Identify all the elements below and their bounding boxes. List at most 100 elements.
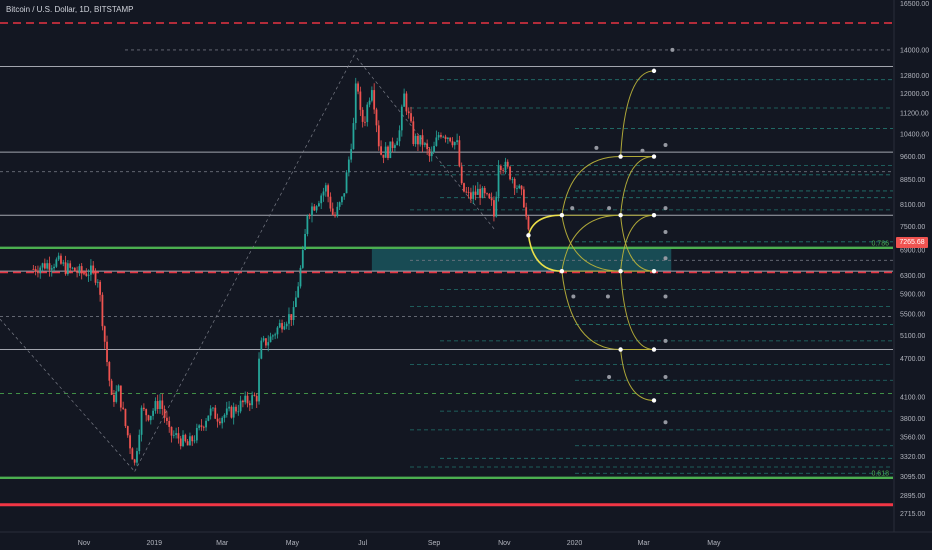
- candle-body-23: [85, 273, 88, 276]
- candle-body-127: [324, 185, 327, 192]
- candle-body-123: [315, 206, 318, 211]
- candle-body-213: [522, 189, 525, 208]
- candle-body-14: [64, 262, 67, 275]
- projection-arc-13: [620, 214, 654, 272]
- price-tick-8: 8100.00: [900, 202, 925, 209]
- candle-body-108: [281, 323, 283, 330]
- time-tick-4: Jul: [358, 540, 367, 547]
- candle-body-37: [117, 385, 120, 392]
- price-tick-6: 9600.00: [900, 154, 925, 161]
- candle-body-164: [410, 113, 412, 122]
- candle-body-128: [327, 185, 330, 197]
- candle-body-82: [221, 417, 224, 424]
- candle-body-198: [488, 193, 491, 199]
- time-marker-icon-3: [594, 145, 599, 150]
- candle-body-126: [322, 191, 325, 196]
- candle-body-33: [108, 362, 111, 381]
- candle-body-91: [242, 400, 244, 403]
- candle-body-178: [442, 136, 445, 138]
- candle-body-106: [276, 327, 279, 335]
- price-tick-3: 12000.00: [900, 91, 929, 98]
- candle-body-170: [423, 143, 426, 145]
- last-price-badge: 7265.68: [896, 237, 928, 248]
- candle-body-173: [430, 152, 433, 157]
- candle-body-117: [301, 250, 304, 268]
- target-zone-box: [371, 247, 672, 272]
- candle-body-157: [394, 145, 396, 148]
- trend-line-up: [134, 49, 358, 472]
- candle-body-131: [334, 214, 336, 217]
- time-marker-icon-1: [663, 143, 668, 148]
- candle-body-68: [189, 436, 191, 446]
- candle-body-193: [476, 188, 479, 195]
- candle-body-215: [527, 216, 530, 230]
- candle-body-86: [230, 406, 233, 418]
- projection-node-9: [651, 213, 657, 218]
- price-tick-2: 12800.00: [900, 73, 929, 80]
- price-tick-9: 7500.00: [900, 224, 925, 231]
- candle-body-158: [396, 141, 399, 146]
- candle-body-141: [357, 83, 359, 92]
- price-tick-11: 6300.00: [900, 273, 925, 280]
- price-tick-19: 3320.00: [900, 454, 925, 461]
- candle-body-212: [520, 185, 523, 190]
- candle-body-76: [207, 415, 210, 421]
- candle-body-159: [398, 130, 401, 142]
- candlesticks: [32, 77, 530, 466]
- candle-body-121: [311, 206, 313, 216]
- time-tick-0: Nov: [78, 540, 91, 547]
- trend-line-down: [0, 318, 135, 472]
- candle-body-124: [318, 203, 320, 207]
- candle-body-172: [428, 149, 431, 157]
- candle-body-165: [412, 121, 415, 145]
- candle-body-74: [202, 426, 205, 428]
- candle-body-54: [156, 401, 159, 409]
- candle-body-100: [262, 338, 265, 341]
- candle-body-55: [159, 400, 161, 409]
- candle-body-95: [251, 395, 254, 406]
- time-marker-icon-15: [663, 420, 668, 425]
- candle-body-210: [516, 188, 518, 189]
- candle-body-73: [200, 425, 203, 427]
- candle-body-46: [138, 434, 141, 452]
- candle-body-160: [400, 106, 403, 131]
- candle-body-191: [472, 191, 475, 199]
- candle-body-138: [350, 149, 353, 160]
- projection-arc-6: [561, 271, 621, 351]
- candle-body-56: [161, 400, 164, 410]
- candle-body-22: [83, 273, 85, 275]
- candle-body-0: [32, 268, 35, 270]
- time-marker-icon-5: [607, 206, 612, 211]
- candle-body-24: [87, 274, 90, 276]
- candle-body-51: [149, 415, 152, 421]
- candle-body-85: [228, 406, 230, 409]
- projection-node-3: [618, 154, 623, 159]
- candle-body-125: [320, 195, 323, 204]
- candle-body-192: [474, 191, 477, 195]
- candle-body-201: [495, 196, 498, 217]
- candle-body-19: [76, 271, 78, 273]
- time-marker-icon-6: [663, 206, 668, 211]
- projection-node-4: [618, 213, 623, 218]
- candle-body-87: [232, 406, 235, 418]
- grid-lines: [0, 0, 932, 533]
- time-marker-icon-2: [640, 148, 645, 153]
- price-tick-12: 5900.00: [900, 292, 925, 299]
- time-marker-icon-7: [663, 230, 668, 235]
- candle-body-177: [440, 135, 442, 137]
- candle-body-79: [214, 407, 217, 419]
- candle-body-44: [133, 459, 136, 463]
- price-tick-5: 10400.00: [900, 131, 929, 138]
- candle-body-58: [166, 417, 168, 422]
- candle-body-97: [255, 395, 258, 402]
- time-tick-8: Mar: [638, 540, 651, 547]
- candle-body-35: [113, 394, 115, 402]
- projection-arc-0: [527, 214, 562, 236]
- candle-body-80: [216, 418, 219, 422]
- candle-body-4: [41, 263, 44, 268]
- time-tick-3: May: [286, 540, 300, 547]
- candle-body-67: [186, 441, 189, 446]
- time-tick-2: Mar: [216, 540, 229, 547]
- candle-body-38: [119, 385, 122, 408]
